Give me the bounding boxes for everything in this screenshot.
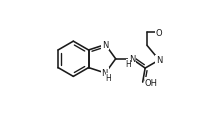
Text: OH: OH [145, 78, 158, 87]
Text: H: H [106, 73, 111, 82]
Text: N: N [129, 55, 135, 64]
Text: N: N [102, 41, 109, 50]
Text: H: H [126, 60, 131, 69]
Text: N: N [102, 68, 108, 77]
Text: N: N [156, 56, 162, 65]
Text: O: O [156, 28, 162, 37]
